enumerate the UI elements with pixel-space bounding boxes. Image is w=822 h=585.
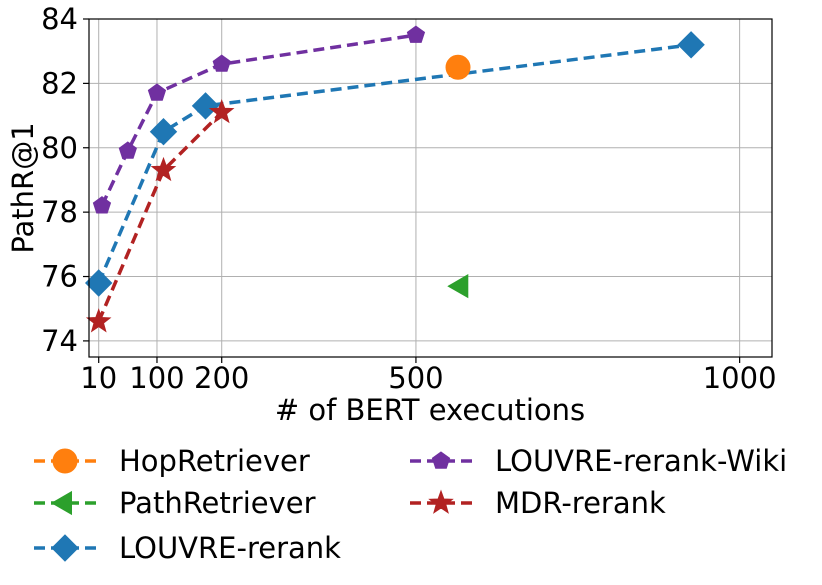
x-tick-label: 100 <box>129 361 184 395</box>
data-point-louvre-rerank-wiki <box>147 83 167 101</box>
data-point-louvre-rerank <box>677 31 705 59</box>
data-point-mdr-rerank <box>85 308 112 333</box>
x-tick-label: 10 <box>80 361 117 395</box>
x-tick-label: 200 <box>194 361 249 395</box>
plot-frame <box>88 18 773 358</box>
x-axis-label: # of BERT executions <box>275 393 585 427</box>
y-axis-label: PathR@1 <box>6 122 40 253</box>
legend-marker-louvre-rerank <box>51 534 79 562</box>
y-tick-label: 80 <box>41 131 78 165</box>
series-line-mdr-rerank <box>97 111 223 323</box>
legend-label: LOUVRE-rerank-Wiki <box>495 444 787 478</box>
grid <box>89 18 772 357</box>
series-line-louvre-rerank <box>97 43 692 284</box>
legend: HopRetriever PathRetriever LOUVRE-rerank LO… <box>34 444 787 565</box>
data-point-louvre-rerank-wiki <box>92 196 112 214</box>
legend-marker-hopretriever <box>52 448 78 474</box>
data-point-louvre-rerank <box>191 92 220 120</box>
y-tick-label: 74 <box>41 324 78 358</box>
x-tick-label: 500 <box>388 361 443 395</box>
legend-item-louvre-rerank-wiki: LOUVRE-rerank-Wiki <box>410 444 787 478</box>
legend-label: PathRetriever <box>119 486 316 520</box>
y-tick-label: 78 <box>41 195 78 229</box>
data-point-pathretriever <box>447 274 469 299</box>
legend-marker-pathretriever <box>51 490 72 516</box>
legend-label: MDR-rerank <box>495 486 666 520</box>
data-point-louvre-rerank-wiki <box>406 25 426 43</box>
y-tick-label: 82 <box>41 66 78 100</box>
legend-label: HopRetriever <box>119 444 310 478</box>
legend-label: LOUVRE-rerank <box>119 531 341 565</box>
legend-marker-mdr-rerank <box>428 489 454 514</box>
legend-item-hopretriever: HopRetriever <box>34 444 310 478</box>
series-mdr-rerank <box>85 98 235 333</box>
legend-item-louvre-rerank: LOUVRE-rerank <box>34 531 341 565</box>
series-louvre-rerank-wiki <box>92 25 426 214</box>
series-hopretriever <box>445 54 471 80</box>
data-point-hopretriever <box>445 54 471 80</box>
data-point-louvre-rerank <box>149 117 178 146</box>
legend-item-mdr-rerank: MDR-rerank <box>410 486 666 520</box>
series-line-louvre-rerank-wiki <box>100 33 417 207</box>
series-layer <box>84 25 705 333</box>
series-louvre-rerank <box>84 31 705 297</box>
data-point-louvre-rerank-wiki <box>212 54 231 72</box>
data-point-mdr-rerank <box>208 98 235 124</box>
data-point-louvre-rerank <box>84 269 113 297</box>
data-point-louvre-rerank-wiki <box>118 141 137 159</box>
data-point-mdr-rerank <box>150 156 177 182</box>
y-tick-label: 76 <box>41 260 78 294</box>
series-pathretriever <box>447 274 469 299</box>
y-tick-label: 84 <box>41 2 78 36</box>
x-tick-label: 1000 <box>703 361 777 395</box>
legend-item-pathretriever: PathRetriever <box>34 486 316 520</box>
legend-marker-louvre-rerank-wiki <box>431 451 451 469</box>
ticks: 10 100 200 500 1000 74 76 78 80 82 84 <box>41 2 776 395</box>
